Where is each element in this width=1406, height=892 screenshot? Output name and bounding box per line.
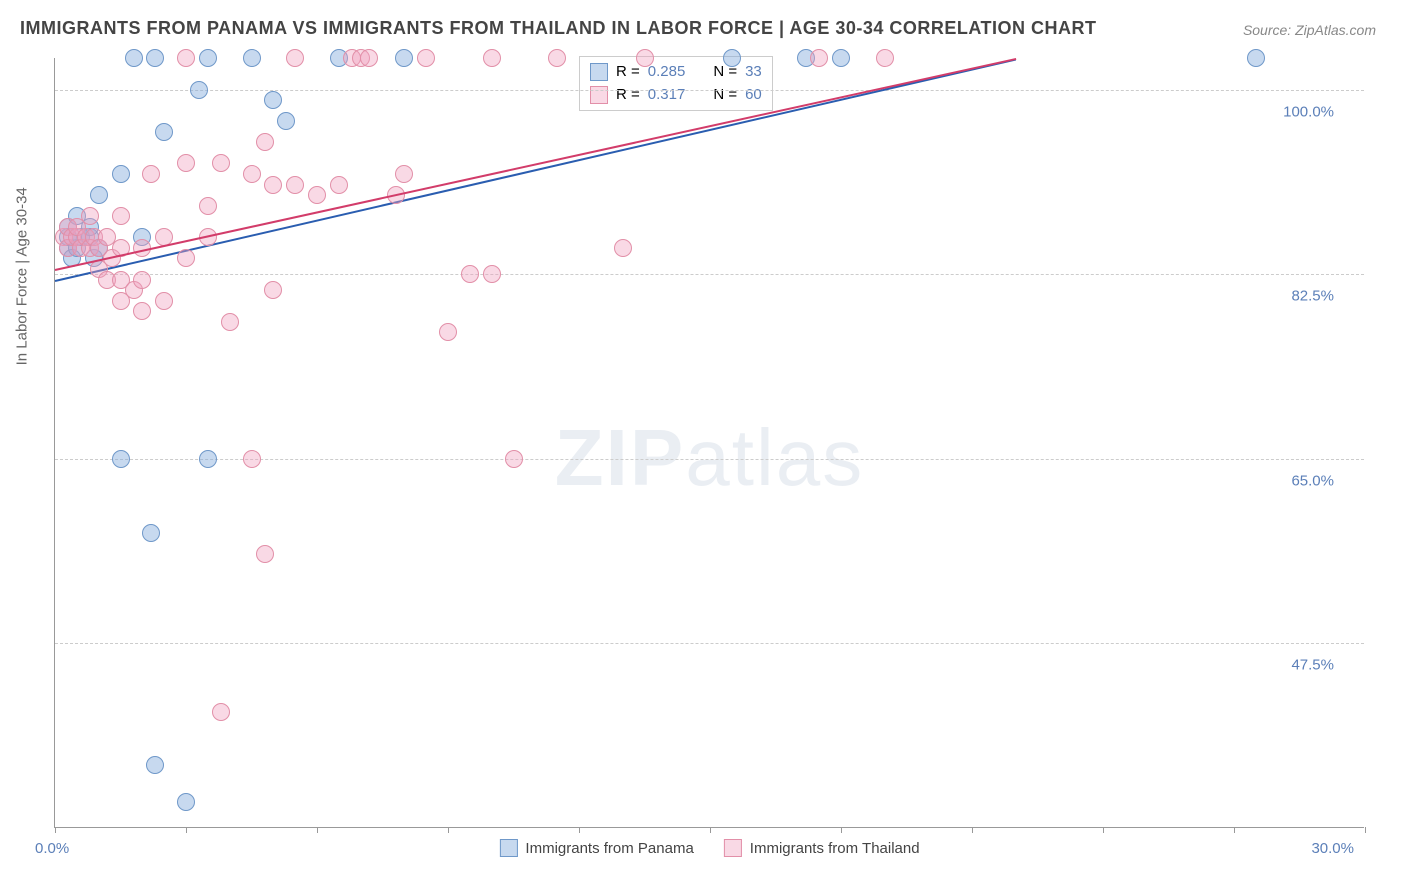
data-point [112,292,130,310]
n-label: N = [713,84,737,107]
data-point [360,49,378,67]
series-legend: Immigrants from Panama Immigrants from Th… [499,839,919,857]
x-tick [186,827,187,833]
data-point [723,49,741,67]
x-tick [448,827,449,833]
data-point [199,450,217,468]
r-value: 0.317 [648,84,686,107]
data-point [395,49,413,67]
data-point [112,450,130,468]
data-point [417,49,435,67]
data-point [483,49,501,67]
data-point [142,524,160,542]
y-tick-label: 65.0% [1291,472,1334,489]
data-point [155,292,173,310]
x-axis-max-label: 30.0% [1311,840,1354,857]
gridline [55,643,1364,644]
data-point [286,176,304,194]
data-point [277,112,295,130]
x-tick [579,827,580,833]
data-point [876,49,894,67]
y-tick-label: 100.0% [1283,103,1334,120]
correlation-legend: R = 0.285 N = 33R = 0.317 N = 60 [579,56,773,111]
data-point [177,249,195,267]
data-point [155,123,173,141]
y-tick-label: 47.5% [1291,657,1334,674]
chart-title: IMMIGRANTS FROM PANAMA VS IMMIGRANTS FRO… [20,18,1097,39]
x-tick [1365,827,1366,833]
legend-swatch [499,839,517,857]
n-value: 33 [745,61,762,84]
data-point [177,154,195,172]
data-point [133,302,151,320]
data-point [461,265,479,283]
r-label: R = [616,84,640,107]
data-point [505,450,523,468]
legend-swatch [590,86,608,104]
legend-label: Immigrants from Thailand [750,840,920,857]
data-point [1247,49,1265,67]
data-point [146,756,164,774]
data-point [133,271,151,289]
data-point [221,313,239,331]
data-point [212,154,230,172]
data-point [212,703,230,721]
data-point [199,49,217,67]
data-point [264,176,282,194]
data-point [112,207,130,225]
data-point [832,49,850,67]
data-point [81,207,99,225]
data-point [90,186,108,204]
legend-row: R = 0.317 N = 60 [590,84,762,107]
data-point [264,281,282,299]
data-point [548,49,566,67]
legend-swatch [724,839,742,857]
x-tick [55,827,56,833]
gridline [55,274,1364,275]
data-point [146,49,164,67]
data-point [330,176,348,194]
x-axis-min-label: 0.0% [35,840,69,857]
data-point [264,91,282,109]
data-point [810,49,828,67]
x-tick [1234,827,1235,833]
y-axis-title: In Labor Force | Age 30-34 [14,187,31,365]
data-point [199,197,217,215]
legend-item: Immigrants from Thailand [724,839,920,857]
data-point [636,49,654,67]
data-point [256,133,274,151]
scatter-chart: ZIPatlas R =0.285N =33R =0.317N =60 0.0%… [54,58,1364,828]
data-point [112,165,130,183]
data-point [190,81,208,99]
data-point [243,450,261,468]
data-point [256,545,274,563]
data-point [614,239,632,257]
data-point [142,165,160,183]
data-point [177,793,195,811]
data-point [439,323,457,341]
data-point [483,265,501,283]
x-tick [972,827,973,833]
data-point [308,186,326,204]
y-tick-label: 82.5% [1291,288,1334,305]
n-value: 60 [745,84,762,107]
x-tick [841,827,842,833]
legend-label: Immigrants from Panama [525,840,693,857]
data-point [243,165,261,183]
legend-swatch [590,63,608,81]
data-point [125,49,143,67]
gridline [55,90,1364,91]
r-value: 0.285 [648,61,686,84]
data-point [286,49,304,67]
data-point [177,49,195,67]
source-attribution: Source: ZipAtlas.com [1243,22,1376,38]
data-point [243,49,261,67]
x-tick [317,827,318,833]
r-label: R = [616,61,640,84]
data-point [395,165,413,183]
x-tick [1103,827,1104,833]
x-tick [710,827,711,833]
legend-item: Immigrants from Panama [499,839,693,857]
